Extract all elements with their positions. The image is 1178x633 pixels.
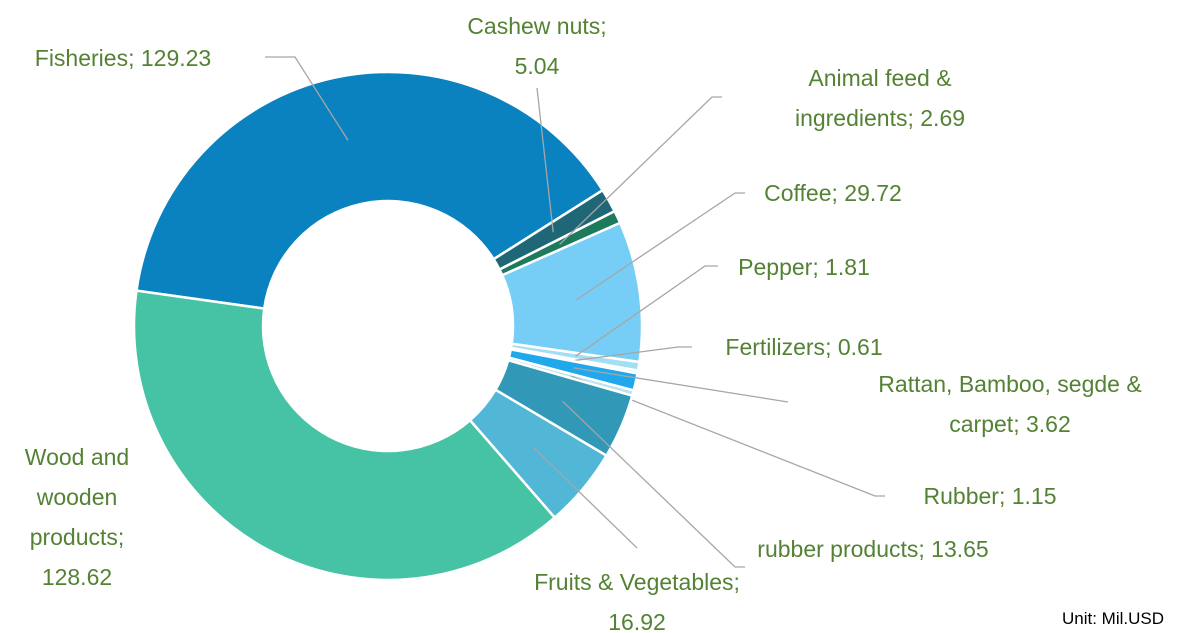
- data-label: Animal feed & ingredients; 2.69: [765, 58, 995, 138]
- label-value: 2.69: [920, 105, 966, 131]
- leader-line: [265, 56, 349, 141]
- label-name: Fisheries: [34, 45, 129, 71]
- label-value: 1.81: [825, 254, 870, 280]
- label-value: 5.04: [514, 53, 560, 79]
- label-name: rubber products: [757, 536, 919, 562]
- label-name: Fruits & Vegetables: [534, 569, 734, 595]
- data-label: Fertilizers; 0.61: [684, 327, 924, 367]
- label-value: 129.23: [140, 45, 212, 71]
- label-separator: ;: [831, 180, 845, 206]
- label-name: Coffee: [764, 180, 832, 206]
- leader-line: [559, 96, 722, 245]
- label-separator: ;: [825, 334, 838, 360]
- label-separator: ;: [128, 45, 141, 71]
- data-label: Fruits & Vegetables; 16.92: [530, 562, 745, 633]
- label-value: 0.61: [837, 334, 883, 360]
- label-value: 29.72: [844, 180, 902, 206]
- label-separator: ;: [733, 569, 740, 595]
- label-separator: ;: [1013, 411, 1026, 437]
- label-separator: ;: [812, 254, 826, 280]
- leader-line: [533, 447, 638, 549]
- label-name: Rubber: [923, 483, 999, 509]
- leader-line: [562, 400, 745, 568]
- label-separator: ;: [998, 483, 1012, 509]
- label-value: 3.62: [1025, 411, 1071, 437]
- leader-line: [573, 367, 789, 403]
- unit-note: Unit: Mil.USD: [1061, 609, 1164, 628]
- data-label: Coffee; 29.72: [733, 173, 933, 213]
- data-label: Rattan, Bamboo, segde & carpet; 3.62: [845, 364, 1175, 444]
- data-label: rubber products; 13.65: [753, 529, 993, 569]
- leader-line: [574, 346, 692, 362]
- label-value: 1.15: [1011, 483, 1057, 509]
- label-name: Cashew nuts: [467, 13, 601, 39]
- label-value: 16.92: [608, 609, 666, 633]
- data-label: Rubber; 1.15: [890, 476, 1090, 516]
- leader-line: [571, 375, 885, 497]
- leader-line: [575, 265, 718, 357]
- label-value: 128.62: [41, 564, 113, 590]
- label-separator: ;: [600, 13, 607, 39]
- slice: [135, 70, 605, 311]
- label-separator: ;: [907, 105, 921, 131]
- data-label: Fisheries; 129.23: [0, 38, 273, 78]
- label-value: 13.65: [931, 536, 989, 562]
- label-name: Pepper: [738, 254, 813, 280]
- label-name: Animal feed & ingredients: [794, 65, 952, 131]
- leader-line: [575, 192, 745, 301]
- slice: [132, 289, 557, 582]
- label-name: Rattan, Bamboo, segde & carpet: [878, 371, 1142, 437]
- data-label: Wood and wooden products; 128.62: [2, 437, 152, 597]
- data-label: Pepper; 1.81: [704, 247, 904, 287]
- data-label: Cashew nuts; 5.04: [442, 6, 632, 86]
- label-separator: ;: [918, 536, 932, 562]
- leader-line: [536, 87, 554, 233]
- label-name: Fertilizers: [725, 334, 826, 360]
- label-separator: ;: [117, 524, 125, 550]
- label-name: Wood and wooden products: [24, 444, 130, 550]
